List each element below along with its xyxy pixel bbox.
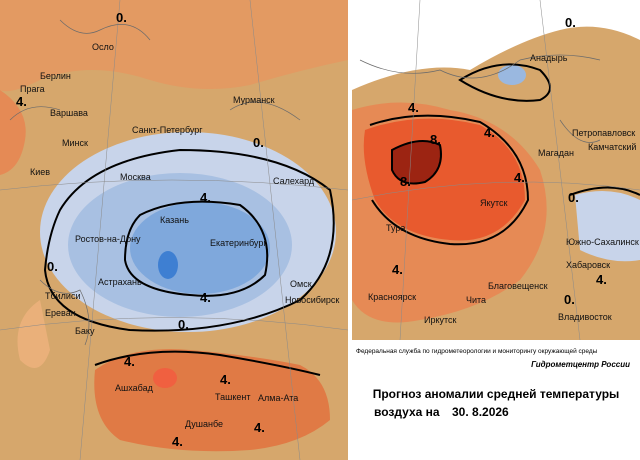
city-label: Душанбе bbox=[185, 419, 223, 429]
city-label: Красноярск bbox=[368, 292, 416, 302]
city-label: Петропавловск bbox=[572, 128, 635, 138]
graticule bbox=[0, 0, 349, 460]
city-label: Варшава bbox=[50, 108, 88, 118]
forecast-date: 30. 8.2026 bbox=[452, 405, 509, 419]
city-label: Южно-Сахалинск bbox=[566, 237, 639, 247]
agency-name: Федеральная служба по гидрометеорологии … bbox=[356, 347, 598, 355]
city-label: Баку bbox=[75, 326, 95, 336]
coastline bbox=[359, 54, 601, 143]
city-label: Новосибирск bbox=[285, 295, 339, 305]
contour-label: 4. bbox=[596, 272, 607, 287]
contour-label: 4. bbox=[484, 125, 495, 140]
city-label: Прага bbox=[20, 84, 45, 94]
warm-core bbox=[153, 368, 177, 388]
contour-label: 0. bbox=[47, 259, 58, 274]
contour-label: 0. bbox=[116, 10, 127, 25]
city-label: Салехард bbox=[273, 176, 315, 186]
contour-label: 4. bbox=[172, 434, 183, 449]
city-label: Москва bbox=[120, 172, 151, 182]
contour-label: 0. bbox=[253, 135, 264, 150]
contour-label: 4. bbox=[124, 354, 135, 369]
cold-area bbox=[575, 191, 640, 262]
city-label: Анадырь bbox=[530, 53, 568, 63]
contour-line bbox=[123, 200, 269, 297]
right-map: Анадырь Петропавловск Камчатский Магадан… bbox=[351, 0, 640, 341]
city-label: Иркутск bbox=[424, 315, 457, 325]
city-label: Якутск bbox=[480, 198, 508, 208]
divider bbox=[348, 0, 352, 460]
contour-label: 4. bbox=[200, 290, 211, 305]
cold-area bbox=[130, 202, 270, 294]
contour-line bbox=[569, 186, 640, 196]
footer-panel bbox=[352, 340, 640, 460]
city-label: Осло bbox=[92, 42, 114, 52]
contour-label: 8. bbox=[400, 174, 411, 189]
contour-line bbox=[94, 350, 321, 376]
contour-label: 4. bbox=[220, 372, 231, 387]
center-name: Гидрометцентр России bbox=[531, 360, 630, 369]
contour-line bbox=[391, 140, 442, 185]
contour-label: 0. bbox=[178, 317, 189, 332]
warm-area bbox=[94, 349, 331, 452]
city-label: Алма-Ата bbox=[258, 393, 298, 403]
cold-area bbox=[498, 65, 526, 85]
left-map: Осло Берлин Прага Варшава Мурманск Санкт… bbox=[0, 0, 349, 460]
city-label: Чита bbox=[466, 295, 486, 305]
city-label: Астрахань bbox=[98, 277, 142, 287]
city-label: Тбилиси bbox=[45, 291, 81, 301]
contour-label: 4. bbox=[408, 100, 419, 115]
contour-label: 8. bbox=[430, 132, 441, 147]
contour-label: 0. bbox=[568, 190, 579, 205]
cold-core bbox=[158, 251, 178, 279]
city-label: Камчатский bbox=[588, 142, 636, 152]
city-label: Ашхабад bbox=[115, 383, 154, 393]
contour-label: 4. bbox=[514, 170, 525, 185]
contour-label: 4. bbox=[392, 262, 403, 277]
contour-label: 4. bbox=[254, 420, 265, 435]
contour-label: 0. bbox=[564, 292, 575, 307]
contour-line bbox=[458, 63, 551, 102]
city-label: Ростов-на-Дону bbox=[75, 234, 141, 244]
graticule bbox=[351, 0, 640, 341]
contour-label: 0. bbox=[565, 15, 576, 30]
city-label: Киев bbox=[30, 167, 50, 177]
city-label: Санкт-Петербург bbox=[132, 125, 203, 135]
city-label: Тура bbox=[386, 223, 405, 233]
contour-label: 4. bbox=[200, 190, 211, 205]
city-label: Екатеринбург bbox=[210, 238, 267, 248]
city-label: Казань bbox=[160, 215, 189, 225]
city-label: Минск bbox=[62, 138, 88, 148]
city-label: Мурманск bbox=[233, 95, 275, 105]
coastline bbox=[9, 19, 301, 346]
contour-line bbox=[369, 114, 530, 246]
city-label: Владивосток bbox=[558, 312, 612, 322]
title-line: воздуха на bbox=[374, 405, 440, 419]
city-label: Ташкент bbox=[215, 392, 250, 402]
warm-core bbox=[392, 141, 441, 184]
warm-area bbox=[17, 300, 50, 368]
contour-label: 4. bbox=[16, 94, 27, 109]
city-label: Ереван bbox=[45, 308, 76, 318]
city-label: Благовещенск bbox=[488, 281, 548, 291]
warm-area bbox=[0, 90, 26, 175]
warm-area bbox=[0, 0, 348, 92]
city-label: Берлин bbox=[40, 71, 71, 81]
city-label: Магадан bbox=[538, 148, 574, 158]
city-label: Хабаровск bbox=[566, 260, 610, 270]
contour-line bbox=[43, 148, 335, 332]
city-label: Омск bbox=[290, 279, 312, 289]
title-line: Прогноз аномалии средней температуры bbox=[373, 387, 620, 401]
